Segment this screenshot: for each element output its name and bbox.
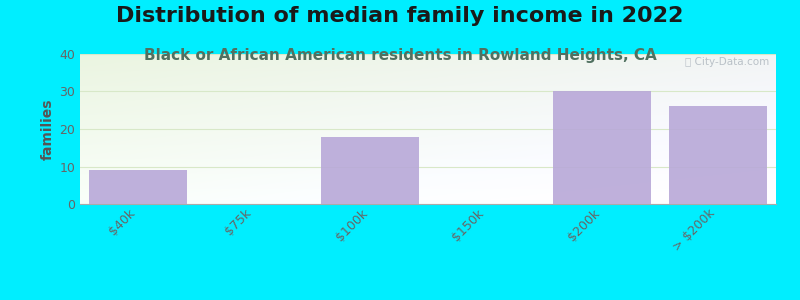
Text: ⓘ City-Data.com: ⓘ City-Data.com	[685, 57, 769, 67]
Bar	[321, 136, 419, 204]
Bar	[669, 106, 767, 204]
Bar	[89, 170, 187, 204]
Text: Black or African American residents in Rowland Heights, CA: Black or African American residents in R…	[144, 48, 656, 63]
Text: Distribution of median family income in 2022: Distribution of median family income in …	[116, 6, 684, 26]
Bar	[553, 92, 651, 204]
Y-axis label: families: families	[41, 98, 55, 160]
